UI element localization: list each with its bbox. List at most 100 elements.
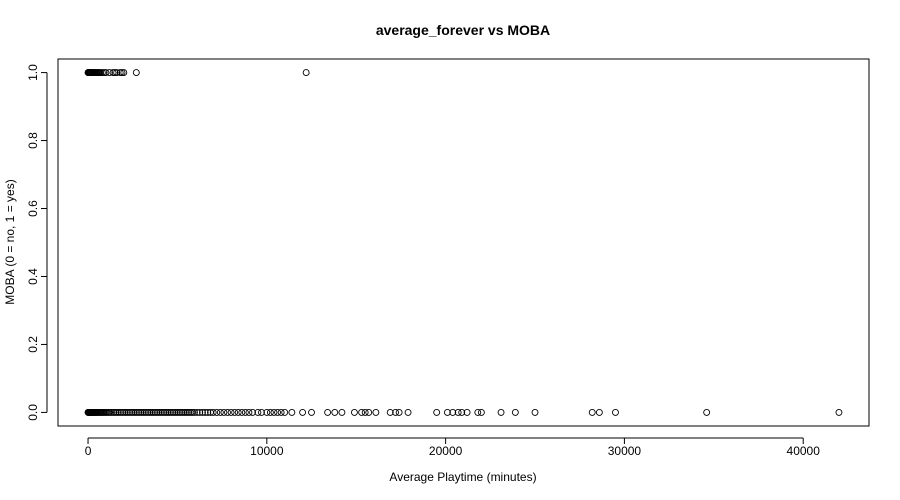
data-point (266, 408, 274, 416)
data-point (108, 408, 116, 416)
data-point (169, 408, 177, 416)
data-point (119, 408, 127, 416)
data-point (142, 408, 150, 416)
x-axis: 0 10000 20000 30000 40000 (85, 437, 820, 458)
data-point (130, 408, 138, 416)
data-point (238, 408, 246, 416)
data-point (135, 408, 143, 416)
y-tick-label: 1.0 (26, 64, 40, 81)
data-point (165, 408, 173, 416)
data-point (392, 408, 400, 416)
data-point (151, 408, 159, 416)
data-point (449, 408, 457, 416)
data-point (128, 408, 136, 416)
data-point (158, 408, 166, 416)
data-point (245, 408, 253, 416)
data-point (110, 408, 118, 416)
data-point (190, 408, 198, 416)
y-axis-label: MOBA (0 = no, 1 = yes) (3, 179, 17, 304)
data-point (595, 408, 603, 416)
data-point (98, 69, 106, 77)
data-point (102, 69, 110, 77)
data-point (111, 69, 119, 77)
data-point (299, 408, 307, 416)
data-point (149, 408, 157, 416)
data-point (112, 408, 120, 416)
data-point (196, 408, 204, 416)
plot-frame (57, 58, 870, 427)
data-point (199, 408, 206, 416)
data-point (117, 408, 125, 416)
data-point (189, 408, 197, 416)
data-point (454, 408, 462, 416)
data-point (234, 408, 242, 416)
data-point (365, 408, 373, 416)
x-axis-label: Average Playtime (minutes) (389, 470, 536, 484)
data-point (216, 408, 224, 416)
data-point (835, 408, 843, 416)
data-point (350, 408, 358, 416)
chart-title: average_forever vs MOBA (376, 22, 550, 38)
data-point (167, 408, 175, 416)
data-point (115, 408, 123, 416)
x-tick-label: 10000 (250, 444, 284, 458)
data-point (386, 408, 394, 416)
data-point (249, 408, 256, 416)
data-point (497, 408, 505, 416)
data-point (113, 69, 121, 77)
data-point (224, 408, 231, 416)
y-tick-label: 0.0 (26, 404, 40, 421)
data-point (116, 69, 124, 77)
data-point (121, 408, 129, 416)
data-point (160, 408, 168, 416)
data-point (131, 408, 139, 416)
x-tick-label: 0 (85, 444, 92, 458)
data-point (458, 408, 466, 416)
data-point (133, 408, 141, 416)
data-point (148, 408, 155, 416)
data-point (433, 408, 441, 416)
data-point (588, 408, 596, 416)
data-point (182, 408, 189, 416)
data-point (231, 408, 239, 416)
data-point (511, 408, 519, 416)
data-point (193, 408, 201, 416)
data-point (126, 408, 134, 416)
data-point (100, 69, 108, 77)
data-point (164, 408, 172, 416)
data-point (302, 69, 310, 77)
data-point (274, 408, 282, 416)
data-point (176, 408, 184, 416)
data-point (120, 69, 128, 77)
data-point (277, 408, 285, 416)
data-point (153, 408, 161, 416)
data-point (270, 408, 278, 416)
data-point (463, 408, 471, 416)
data-point (404, 408, 412, 416)
y-tick-label: 0.2 (26, 336, 40, 353)
data-point (174, 408, 182, 416)
data-point (180, 408, 188, 416)
data-point (144, 408, 152, 416)
y-axis: 0.0 0.2 0.4 0.6 0.8 1.0 (26, 64, 48, 421)
x-tick-label: 30000 (608, 444, 642, 458)
data-point (209, 408, 217, 416)
data-point (171, 408, 179, 416)
data-point (443, 408, 451, 416)
data-point (612, 408, 619, 416)
data-point (114, 408, 121, 416)
data-point (183, 408, 191, 416)
data-point (703, 408, 711, 416)
data-point (474, 408, 482, 416)
data-point (241, 408, 249, 416)
data-point (324, 408, 332, 416)
data-point (220, 408, 228, 416)
data-point (395, 408, 403, 416)
data-point (155, 408, 163, 416)
data-point (140, 408, 148, 416)
data-point (123, 408, 130, 416)
data-point (531, 408, 539, 416)
data-point (97, 69, 105, 77)
data-point (118, 69, 126, 77)
